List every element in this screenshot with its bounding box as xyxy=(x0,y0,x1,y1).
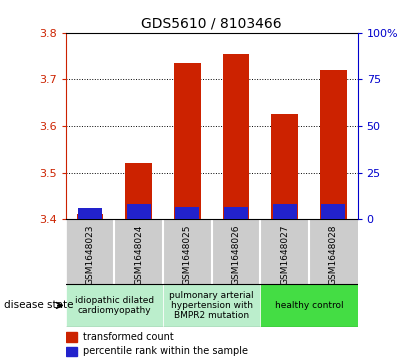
Text: idiopathic dilated
cardiomyopathy: idiopathic dilated cardiomyopathy xyxy=(75,296,154,315)
Bar xyxy=(66,347,77,356)
Text: pulmonary arterial
hypertension with
BMPR2 mutation: pulmonary arterial hypertension with BMP… xyxy=(169,290,254,320)
FancyBboxPatch shape xyxy=(114,219,163,284)
Bar xyxy=(224,207,248,219)
FancyBboxPatch shape xyxy=(163,284,260,327)
FancyBboxPatch shape xyxy=(260,284,358,327)
Text: GSM1648026: GSM1648026 xyxy=(231,224,240,285)
FancyBboxPatch shape xyxy=(66,284,163,327)
FancyBboxPatch shape xyxy=(309,219,358,284)
Text: percentile rank within the sample: percentile rank within the sample xyxy=(83,346,248,356)
Title: GDS5610 / 8103466: GDS5610 / 8103466 xyxy=(141,16,282,30)
Bar xyxy=(320,70,346,219)
Text: healthy control: healthy control xyxy=(275,301,343,310)
Bar xyxy=(174,63,201,219)
Bar xyxy=(223,54,249,219)
Text: GSM1648023: GSM1648023 xyxy=(85,224,95,285)
FancyBboxPatch shape xyxy=(163,219,212,284)
Bar xyxy=(321,204,345,219)
Bar xyxy=(271,114,298,219)
FancyBboxPatch shape xyxy=(212,219,260,284)
Text: transformed count: transformed count xyxy=(83,332,174,342)
Text: GSM1648027: GSM1648027 xyxy=(280,224,289,285)
Bar xyxy=(66,332,77,342)
Text: disease state: disease state xyxy=(4,301,74,310)
Text: GSM1648028: GSM1648028 xyxy=(329,224,338,285)
Bar xyxy=(77,214,104,219)
Bar xyxy=(125,163,152,219)
Text: GSM1648024: GSM1648024 xyxy=(134,224,143,285)
FancyBboxPatch shape xyxy=(260,219,309,284)
Text: GSM1648025: GSM1648025 xyxy=(183,224,192,285)
Bar xyxy=(78,208,102,219)
FancyBboxPatch shape xyxy=(66,219,114,284)
Bar xyxy=(272,204,297,219)
Bar xyxy=(175,207,199,219)
Bar xyxy=(127,204,151,219)
